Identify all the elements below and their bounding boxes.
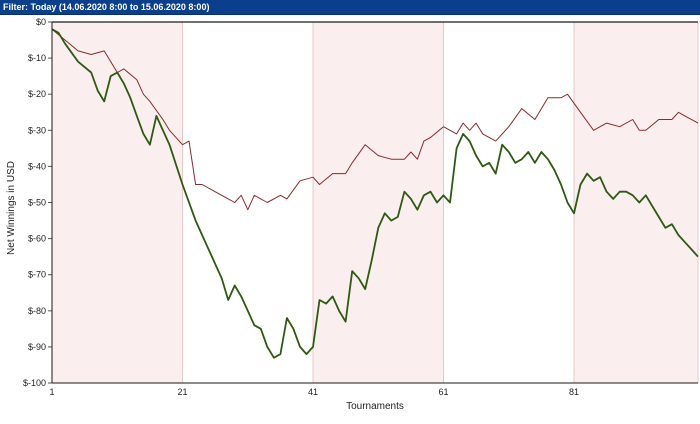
x-tick-label-81: 81 bbox=[569, 387, 579, 397]
shaded-band-1 bbox=[313, 22, 444, 383]
tick-labels: 1 21 41 61 81 $0 $-10 $-20 $-30 $-40 $-50 $-60 $-70 $… bbox=[23, 17, 579, 397]
y-tick-label-9: $-90 bbox=[28, 342, 46, 352]
series-line-0 bbox=[51, 28, 699, 211]
y-tick-label-2: $-20 bbox=[28, 89, 46, 99]
y-tick-label-0: $0 bbox=[36, 17, 46, 27]
x-tick-label-41: 41 bbox=[308, 387, 318, 397]
series-group bbox=[51, 28, 699, 359]
y-tick-label-6: $-60 bbox=[28, 234, 46, 244]
x-axis-title: Tournaments bbox=[346, 401, 404, 412]
filter-text: Filter: Today (14.06.2020 8:00 to 15.06.… bbox=[3, 2, 210, 12]
x-tick-label-1: 1 bbox=[49, 387, 54, 397]
shaded-band-0 bbox=[52, 22, 183, 383]
y-tick-label-7: $-70 bbox=[28, 270, 46, 280]
grid-lines bbox=[182, 22, 699, 383]
y-tick-label-1: $-10 bbox=[28, 53, 46, 63]
y-tick-label-3: $-30 bbox=[28, 125, 46, 135]
y-axis-title: Net Winnings in USD bbox=[6, 161, 17, 255]
series-line-1 bbox=[51, 28, 699, 359]
x-tick-label-21: 21 bbox=[177, 387, 187, 397]
net-winnings-chart: 1 21 41 61 81 $0 $-10 $-20 $-30 $-40 $-50 $-60 $-70 $… bbox=[6, 17, 699, 412]
y-tick-label-4: $-40 bbox=[28, 161, 46, 171]
y-tick-label-10: $-100 bbox=[23, 378, 46, 388]
y-tick-label-8: $-80 bbox=[28, 306, 46, 316]
y-tick-label-5: $-50 bbox=[28, 198, 46, 208]
shaded-bands bbox=[52, 22, 698, 383]
x-tick-label-61: 61 bbox=[439, 387, 449, 397]
axes bbox=[48, 21, 698, 384]
filter-bar: Filter: Today (14.06.2020 8:00 to 15.06.… bbox=[0, 0, 700, 15]
shaded-band-2 bbox=[574, 22, 698, 383]
